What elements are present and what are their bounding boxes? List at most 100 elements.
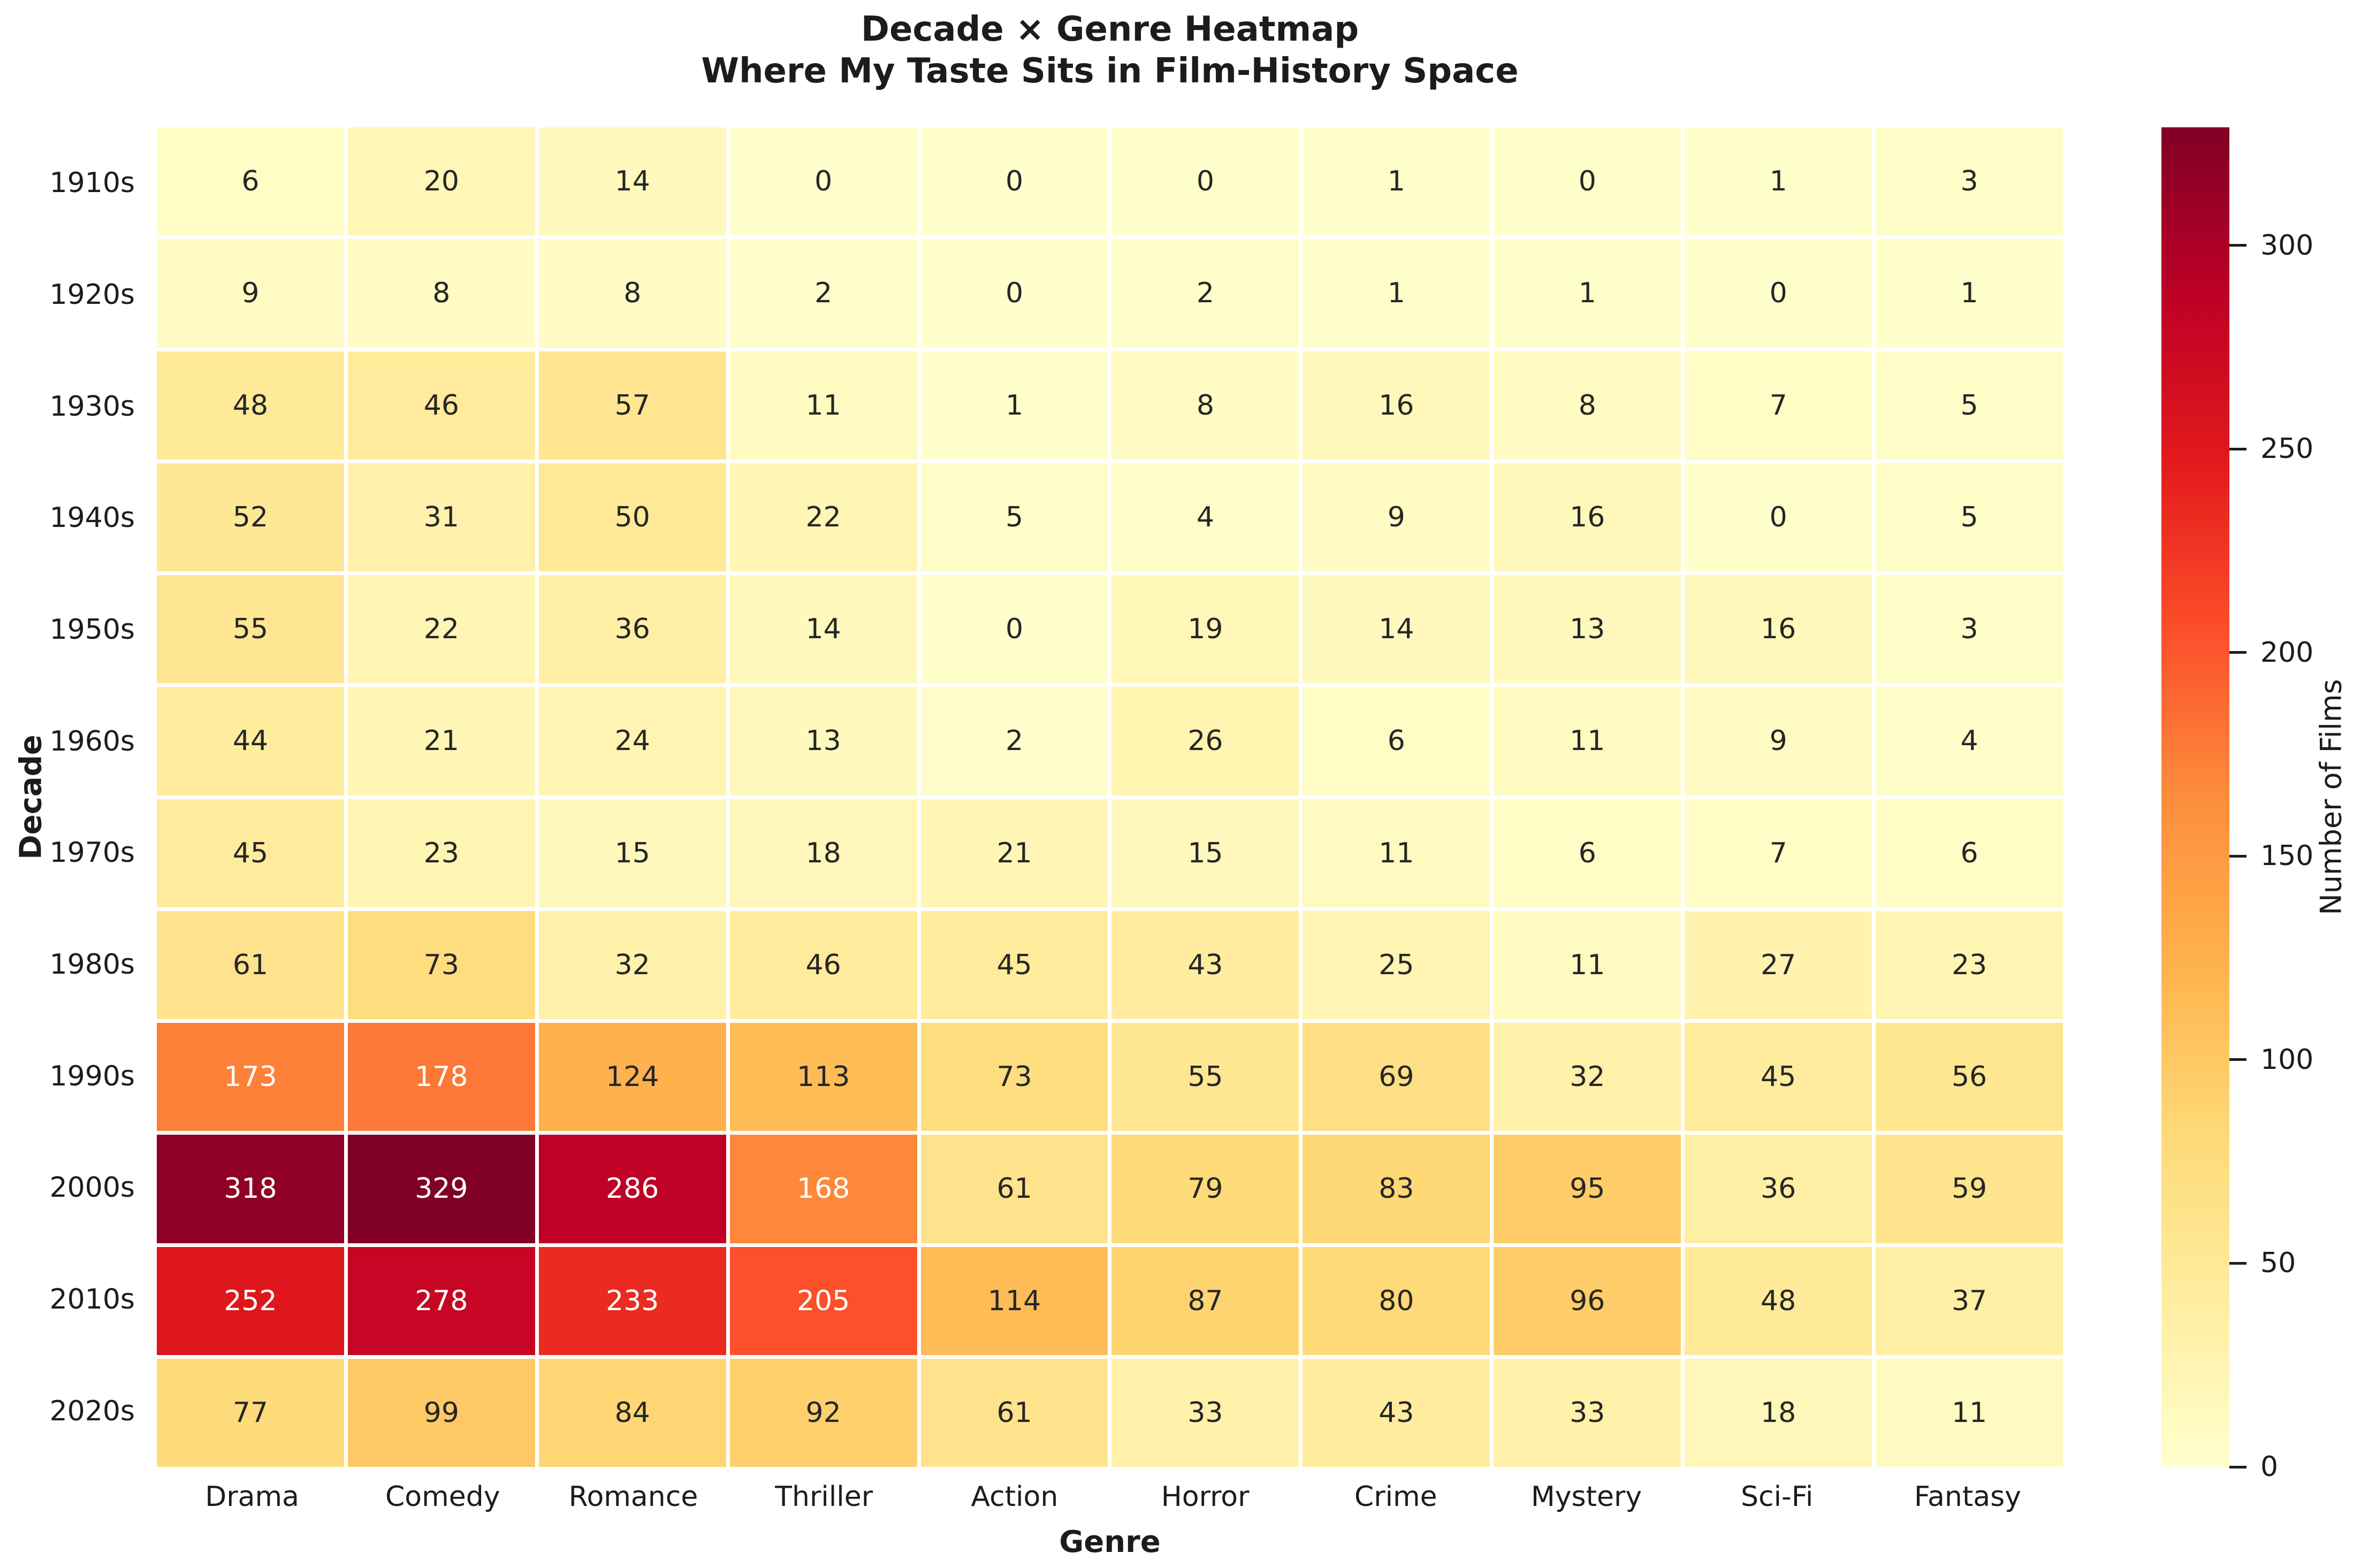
heatmap-cell-1920s-Sci-Fi: 0 [1685, 239, 1872, 348]
cell-value: 286 [606, 1173, 659, 1205]
heatmap-cell-1940s-Crime: 9 [1303, 463, 1490, 571]
heatmap-cell-1940s-Thriller: 22 [729, 463, 917, 571]
heatmap-cell-1940s-Sci-Fi: 0 [1685, 463, 1872, 571]
heatmap-cell-1910s-Mystery: 0 [1494, 127, 1681, 236]
cell-value: 9 [241, 277, 260, 310]
heatmap-cell-2010s-Mystery: 96 [1494, 1246, 1681, 1355]
heatmap-cell-2000s-Crime: 83 [1303, 1135, 1490, 1243]
chart-title: Decade × Genre Heatmap Where My Taste Si… [157, 9, 2063, 92]
cell-value: 61 [996, 1396, 1032, 1429]
heatmap-cell-2000s-Mystery: 95 [1494, 1135, 1681, 1243]
cell-value: 9 [1387, 501, 1405, 533]
y-tick-label-1980s: 1980s [49, 948, 135, 981]
colorbar-tick-label-150: 150 [2260, 840, 2314, 873]
heatmap-cell-2020s-Sci-Fi: 18 [1685, 1358, 1872, 1467]
cell-value: 0 [814, 165, 833, 198]
y-tick-label-1920s: 1920s [49, 278, 135, 311]
cell-value: 6 [1960, 837, 1978, 869]
heatmap-cell-1930s-Drama: 48 [157, 351, 344, 460]
heatmap-cell-1960s-Horror: 26 [1111, 687, 1299, 796]
heatmap-cell-1920s-Comedy: 8 [347, 239, 535, 348]
cell-value: 22 [805, 501, 841, 533]
cell-value: 8 [432, 277, 451, 310]
heatmap-cell-2010s-Romance: 233 [538, 1246, 726, 1355]
cell-value: 1 [1578, 277, 1596, 310]
x-axis-tick-labels: Drama Comedy Romance Thriller Action Horror Cr… [157, 1480, 2063, 1514]
cell-value: 36 [1761, 1173, 1796, 1205]
heatmap-cell-1990s-Drama: 173 [157, 1023, 344, 1131]
cell-value: 19 [1187, 613, 1223, 646]
cell-value: 233 [606, 1284, 659, 1317]
cell-value: 61 [232, 949, 269, 981]
heatmap-cell-1910s-Thriller: 0 [729, 127, 917, 236]
cell-value: 92 [805, 1396, 841, 1429]
heatmap-cell-1910s-Sci-Fi: 1 [1685, 127, 1872, 236]
cell-value: 18 [1761, 1396, 1796, 1429]
cell-value: 3 [1960, 613, 1978, 646]
heatmap-cell-1910s-Drama: 6 [157, 127, 344, 236]
heatmap-cell-1960s-Fantasy: 4 [1876, 687, 2063, 796]
cell-value: 23 [423, 837, 459, 869]
cell-value: 99 [423, 1396, 459, 1429]
cell-value: 73 [996, 1061, 1032, 1093]
chart-title-line1: Decade × Genre Heatmap [861, 10, 1359, 49]
colorbar-tick-mark-100 [2229, 1058, 2247, 1061]
heatmap-cell-1980s-Fantasy: 23 [1876, 911, 2063, 1019]
colorbar-tick-label-50: 50 [2260, 1247, 2296, 1280]
heatmap-cell-1930s-Sci-Fi: 7 [1685, 351, 1872, 460]
cell-value: 329 [415, 1173, 468, 1205]
heatmap-cell-1950s-Fantasy: 3 [1876, 575, 2063, 684]
heatmap-cell-1950s-Romance: 36 [538, 575, 726, 684]
heatmap-cell-1960s-Drama: 44 [157, 687, 344, 796]
cell-value: 43 [1379, 1396, 1414, 1429]
cell-value: 1 [1005, 389, 1024, 422]
heatmap-cell-1920s-Mystery: 1 [1494, 239, 1681, 348]
cell-value: 8 [1578, 389, 1596, 422]
cell-value: 0 [1005, 277, 1024, 310]
cell-value: 205 [797, 1284, 850, 1317]
heatmap-cell-2010s-Action: 114 [920, 1246, 1108, 1355]
heatmap-cell-1980s-Drama: 61 [157, 911, 344, 1019]
x-tick-label-Mystery: Mystery [1530, 1481, 1642, 1513]
cell-value: 79 [1187, 1173, 1223, 1205]
heatmap-cell-1940s-Romance: 50 [538, 463, 726, 571]
heatmap-cell-1990s-Fantasy: 56 [1876, 1023, 2063, 1131]
heatmap-cell-1930s-Horror: 8 [1111, 351, 1299, 460]
x-tick-label-Fantasy: Fantasy [1914, 1481, 2021, 1513]
cell-value: 15 [1187, 837, 1223, 869]
cell-value: 46 [423, 389, 459, 422]
heatmap-cell-1970s-Horror: 15 [1111, 799, 1299, 907]
heatmap-cell-1950s-Crime: 14 [1303, 575, 1490, 684]
heatmap-cell-1990s-Sci-Fi: 45 [1685, 1023, 1872, 1131]
cell-value: 318 [224, 1173, 277, 1205]
cell-value: 23 [1951, 949, 1988, 981]
heatmap-cell-2000s-Horror: 79 [1111, 1135, 1299, 1243]
colorbar-tick-label-250: 250 [2260, 433, 2314, 465]
cell-value: 16 [1761, 613, 1796, 646]
x-tick-label-Crime: Crime [1354, 1481, 1437, 1513]
cell-value: 6 [1387, 725, 1405, 758]
cell-value: 24 [614, 725, 650, 758]
x-tick-label-Action: Action [971, 1481, 1059, 1513]
y-tick-label-1950s: 1950s [49, 613, 135, 646]
heatmap-cell-1980s-Thriller: 46 [729, 911, 917, 1019]
heatmap-cell-1970s-Romance: 15 [538, 799, 726, 907]
heatmap-cell-1910s-Horror: 0 [1111, 127, 1299, 236]
heatmap-cell-2010s-Comedy: 278 [347, 1246, 535, 1355]
cell-value: 18 [805, 837, 841, 869]
cell-value: 43 [1187, 949, 1223, 981]
cell-value: 0 [1769, 277, 1787, 310]
cell-value: 14 [805, 613, 841, 646]
cell-value: 114 [987, 1284, 1041, 1317]
cell-value: 5 [1960, 389, 1978, 422]
heatmap-cell-1950s-Sci-Fi: 16 [1685, 575, 1872, 684]
cell-value: 252 [224, 1284, 277, 1317]
cell-value: 46 [805, 949, 841, 981]
x-tick-label-Sci-Fi: Sci-Fi [1741, 1481, 1814, 1513]
cell-value: 50 [614, 501, 650, 533]
cell-value: 13 [805, 725, 841, 758]
heatmap-cell-1960s-Sci-Fi: 9 [1685, 687, 1872, 796]
heatmap-cell-1960s-Action: 2 [920, 687, 1108, 796]
x-tick-label-Thriller: Thriller [775, 1481, 873, 1513]
heatmap-cell-2000s-Romance: 286 [538, 1135, 726, 1243]
